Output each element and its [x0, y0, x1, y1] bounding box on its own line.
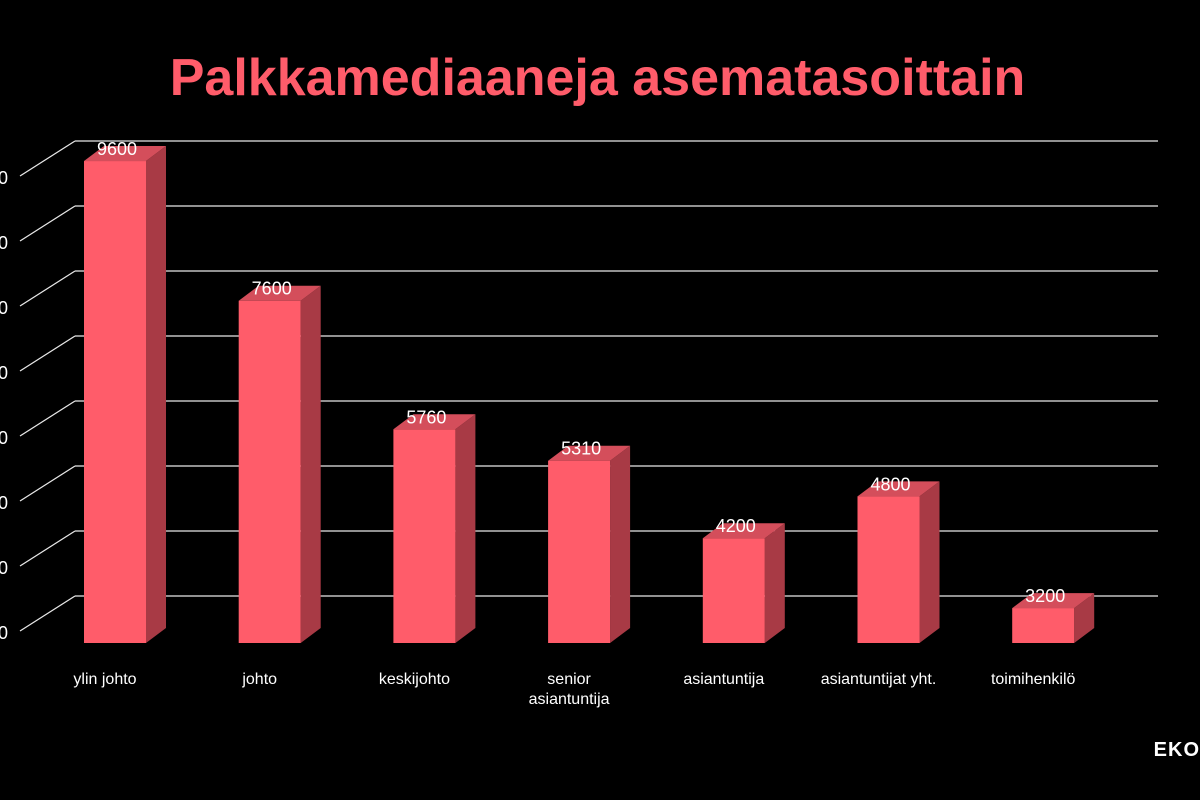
- bar: [702, 523, 785, 643]
- eko-logo: EKO: [1153, 739, 1200, 761]
- gridline-diagonal: [19, 595, 76, 632]
- bar-top: [548, 445, 631, 461]
- bar: [84, 146, 166, 643]
- gridline-diagonal: [19, 530, 76, 567]
- bars: [84, 146, 1095, 643]
- bar-side: [1074, 593, 1095, 643]
- gridline: [19, 335, 1158, 372]
- bar-top: [84, 146, 166, 162]
- category-label: asiantuntija: [683, 671, 764, 688]
- gridline-diagonal: [19, 270, 76, 307]
- gridline-diagonal: [19, 205, 76, 242]
- category-label-line: johto: [241, 671, 277, 688]
- gridline: [19, 270, 1158, 307]
- bar-side: [146, 146, 166, 643]
- category-label-line: asiantuntija: [529, 691, 610, 708]
- category-label: ylin johto: [73, 671, 136, 688]
- gridline-diagonal: [19, 335, 76, 372]
- bar-front: [857, 496, 920, 643]
- bar: [857, 481, 940, 643]
- data-label: 7600: [252, 279, 292, 299]
- bar-top: [238, 285, 321, 301]
- bar-front: [238, 300, 301, 643]
- data-label: 5310: [561, 439, 601, 459]
- data-label: 4800: [870, 474, 910, 494]
- bar: [1012, 593, 1095, 643]
- bar-front: [702, 538, 765, 643]
- gridline-diagonal: [19, 465, 76, 502]
- category-label-line: asiantuntija: [683, 671, 764, 688]
- category-label: asiantuntijat yht.: [821, 671, 937, 688]
- category-label-line: ylin johto: [73, 671, 136, 688]
- category-label-line: keskijohto: [379, 671, 450, 688]
- bar: [548, 445, 631, 643]
- bar-top: [1012, 593, 1095, 609]
- bar: [238, 285, 321, 643]
- gridline: [19, 400, 1158, 437]
- bar-side: [455, 414, 476, 643]
- y-tick-label: 3200: [0, 623, 8, 643]
- category-label: toimihenkilö: [991, 671, 1076, 688]
- data-labels: 9600 7600 5760 5310 4200 4800 3200: [97, 139, 1065, 606]
- y-axis-ticks: 3200 4200 5200 6200 7200 8200 9200 10200: [0, 168, 8, 643]
- data-label: 9600: [97, 139, 137, 159]
- category-label: keskijohto: [379, 671, 450, 688]
- bar-top: [393, 414, 476, 430]
- bar-front: [548, 460, 611, 643]
- bar-side: [764, 523, 785, 643]
- gridline: [19, 140, 1158, 177]
- gridline: [19, 205, 1158, 242]
- bar-front: [84, 161, 146, 643]
- category-label-line: asiantuntijat yht.: [821, 671, 937, 688]
- category-labels: ylin johto johto keskijohto senior asiantunt…: [73, 671, 1075, 708]
- data-label: 4200: [716, 516, 756, 536]
- bar: [393, 414, 476, 643]
- y-tick-label: 9200: [0, 233, 8, 253]
- gridline-diagonal: [19, 140, 76, 177]
- data-label: 5760: [406, 407, 446, 427]
- category-label: senior asiantuntija: [529, 671, 610, 708]
- data-label: 3200: [1025, 586, 1065, 606]
- y-tick-label: 10200: [0, 168, 8, 188]
- category-label-line: senior: [547, 671, 591, 688]
- gridline-diagonal: [19, 400, 76, 437]
- y-tick-label: 8200: [0, 298, 8, 318]
- bar-front: [393, 429, 456, 643]
- bar-side: [300, 285, 321, 643]
- bar-side: [610, 445, 631, 643]
- y-tick-label: 5200: [0, 493, 8, 513]
- chart-title: Palkkamediaaneja asematasoittain: [169, 49, 1026, 107]
- bar-top: [702, 523, 785, 539]
- category-label-line: toimihenkilö: [991, 671, 1076, 688]
- y-tick-label: 4200: [0, 558, 8, 578]
- category-label: johto: [241, 671, 277, 688]
- bar-top: [857, 481, 940, 497]
- y-tick-label: 7200: [0, 363, 8, 383]
- y-tick-label: 6200: [0, 428, 8, 448]
- bar-front: [1012, 608, 1075, 643]
- bar-side: [919, 481, 940, 643]
